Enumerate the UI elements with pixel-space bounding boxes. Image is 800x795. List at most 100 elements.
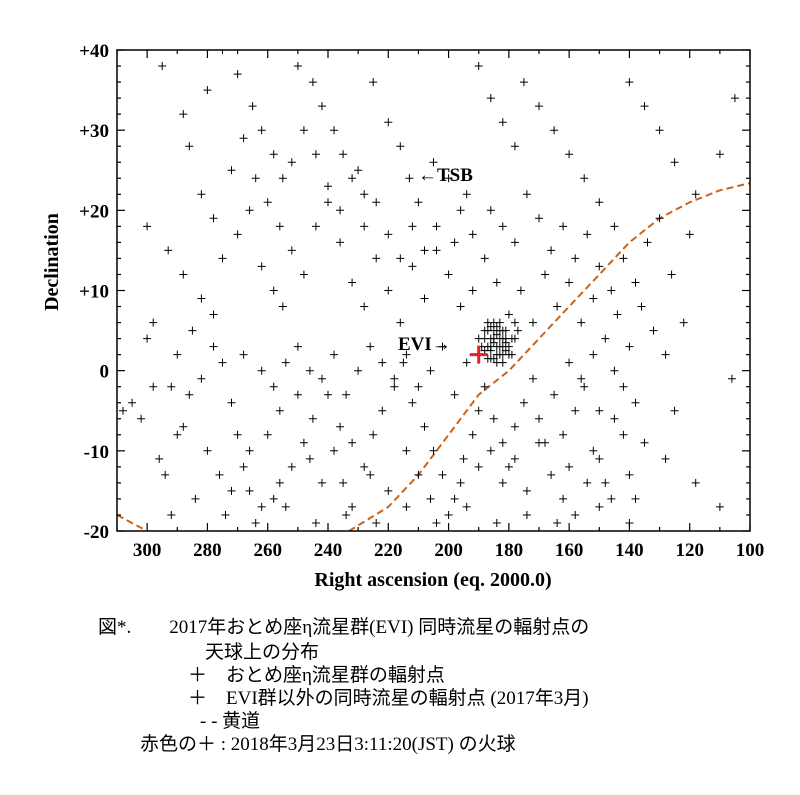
radiant-point bbox=[339, 478, 348, 487]
x-tick-label: 160 bbox=[555, 540, 584, 561]
radiant-point bbox=[396, 142, 405, 151]
radiant-point bbox=[369, 78, 378, 87]
radiant-point bbox=[613, 310, 622, 319]
radiant-point bbox=[486, 446, 495, 455]
radiant-point bbox=[360, 462, 369, 471]
radiant-point bbox=[305, 454, 314, 463]
radiant-point bbox=[185, 142, 194, 151]
radiant-point bbox=[619, 382, 628, 391]
x-tick-label: 280 bbox=[193, 540, 222, 561]
radiant-point bbox=[218, 358, 227, 367]
radiant-point bbox=[209, 214, 218, 223]
x-tick-label: 260 bbox=[253, 540, 282, 561]
radiant-point bbox=[501, 338, 510, 347]
radiant-point bbox=[420, 422, 429, 431]
radiant-point bbox=[547, 246, 556, 255]
y-tick-label: +40 bbox=[79, 41, 109, 62]
radiant-point bbox=[522, 511, 531, 519]
radiant-point bbox=[456, 206, 465, 215]
y-tick-label: -10 bbox=[84, 442, 109, 463]
radiant-point bbox=[547, 470, 556, 479]
y-tick-label: +20 bbox=[79, 201, 109, 222]
radiant-point bbox=[360, 302, 369, 311]
radiant-point bbox=[336, 238, 345, 247]
radiant-point bbox=[119, 406, 127, 415]
radiant-point bbox=[155, 454, 164, 463]
plot-frame bbox=[116, 49, 751, 532]
radiant-point bbox=[535, 214, 543, 223]
radiant-point bbox=[727, 374, 736, 383]
radiant-point bbox=[191, 494, 200, 503]
radiant-point bbox=[595, 198, 604, 207]
radiant-point bbox=[516, 286, 525, 295]
radiant-point bbox=[730, 94, 739, 103]
radiant-point bbox=[179, 270, 188, 279]
radiant-point bbox=[601, 478, 610, 487]
radiant-point bbox=[619, 430, 628, 439]
radiant-point bbox=[203, 446, 212, 455]
radiant-point bbox=[631, 494, 640, 503]
radiant-point bbox=[318, 102, 326, 111]
radiant-point bbox=[535, 102, 543, 111]
radiant-point bbox=[474, 406, 483, 415]
radiant-point bbox=[595, 502, 604, 511]
radiant-point bbox=[239, 134, 248, 143]
radiant-point bbox=[239, 462, 248, 471]
radiant-point bbox=[565, 358, 574, 367]
radiant-point bbox=[342, 390, 351, 399]
radiant-point bbox=[510, 422, 519, 431]
radiant-point bbox=[173, 430, 182, 439]
radiant-point bbox=[384, 486, 393, 495]
radiant-point bbox=[293, 390, 302, 399]
x-tick-label: 100 bbox=[736, 540, 765, 561]
radiant-point bbox=[197, 190, 206, 199]
radiant-point bbox=[432, 519, 441, 527]
radiant-point bbox=[571, 406, 580, 415]
radiant-point bbox=[432, 246, 441, 255]
radiant-point bbox=[438, 342, 447, 351]
radiant-point bbox=[149, 382, 158, 391]
radiant-point bbox=[384, 286, 393, 295]
radiant-point bbox=[619, 254, 628, 263]
radiant-point bbox=[661, 350, 670, 359]
radiant-point bbox=[233, 230, 242, 239]
radiant-point bbox=[529, 318, 537, 327]
radiant-point bbox=[640, 438, 649, 447]
radiant-point bbox=[426, 366, 435, 375]
radiant-point bbox=[492, 519, 501, 527]
radiant-point bbox=[655, 214, 664, 223]
radiant-point bbox=[504, 310, 513, 319]
radiant-point bbox=[372, 519, 381, 527]
radiant-point bbox=[188, 326, 197, 335]
radiant-point bbox=[667, 270, 676, 279]
radiant-point bbox=[269, 150, 278, 159]
radiant-point bbox=[227, 398, 236, 407]
radiant-point bbox=[378, 406, 387, 415]
radiant-point bbox=[559, 222, 568, 231]
radiant-point bbox=[679, 318, 688, 327]
radiant-point bbox=[468, 286, 477, 295]
radiant-point bbox=[164, 246, 173, 255]
radiant-point bbox=[510, 318, 519, 327]
radiant-point bbox=[308, 78, 317, 87]
radiant-point bbox=[366, 342, 375, 351]
radiant-point bbox=[278, 174, 287, 183]
radiant-point bbox=[565, 462, 574, 471]
radiant-point bbox=[281, 502, 290, 511]
radiant-point bbox=[510, 454, 519, 463]
radiant-point bbox=[257, 126, 266, 135]
x-tick-label: 180 bbox=[495, 540, 524, 561]
radiant-point bbox=[553, 519, 562, 527]
radiant-point bbox=[275, 406, 284, 415]
radiant-point bbox=[348, 278, 357, 287]
radiant-point bbox=[149, 318, 158, 327]
radiant-point bbox=[601, 334, 610, 343]
radiant-point bbox=[456, 302, 465, 311]
radiant-point bbox=[257, 366, 266, 375]
radiant-point bbox=[378, 358, 387, 367]
radiant-point bbox=[248, 102, 257, 111]
radiant-point bbox=[161, 470, 170, 479]
radiant-point bbox=[308, 414, 317, 423]
radiant-point bbox=[498, 478, 507, 487]
radiant-point bbox=[661, 454, 670, 463]
